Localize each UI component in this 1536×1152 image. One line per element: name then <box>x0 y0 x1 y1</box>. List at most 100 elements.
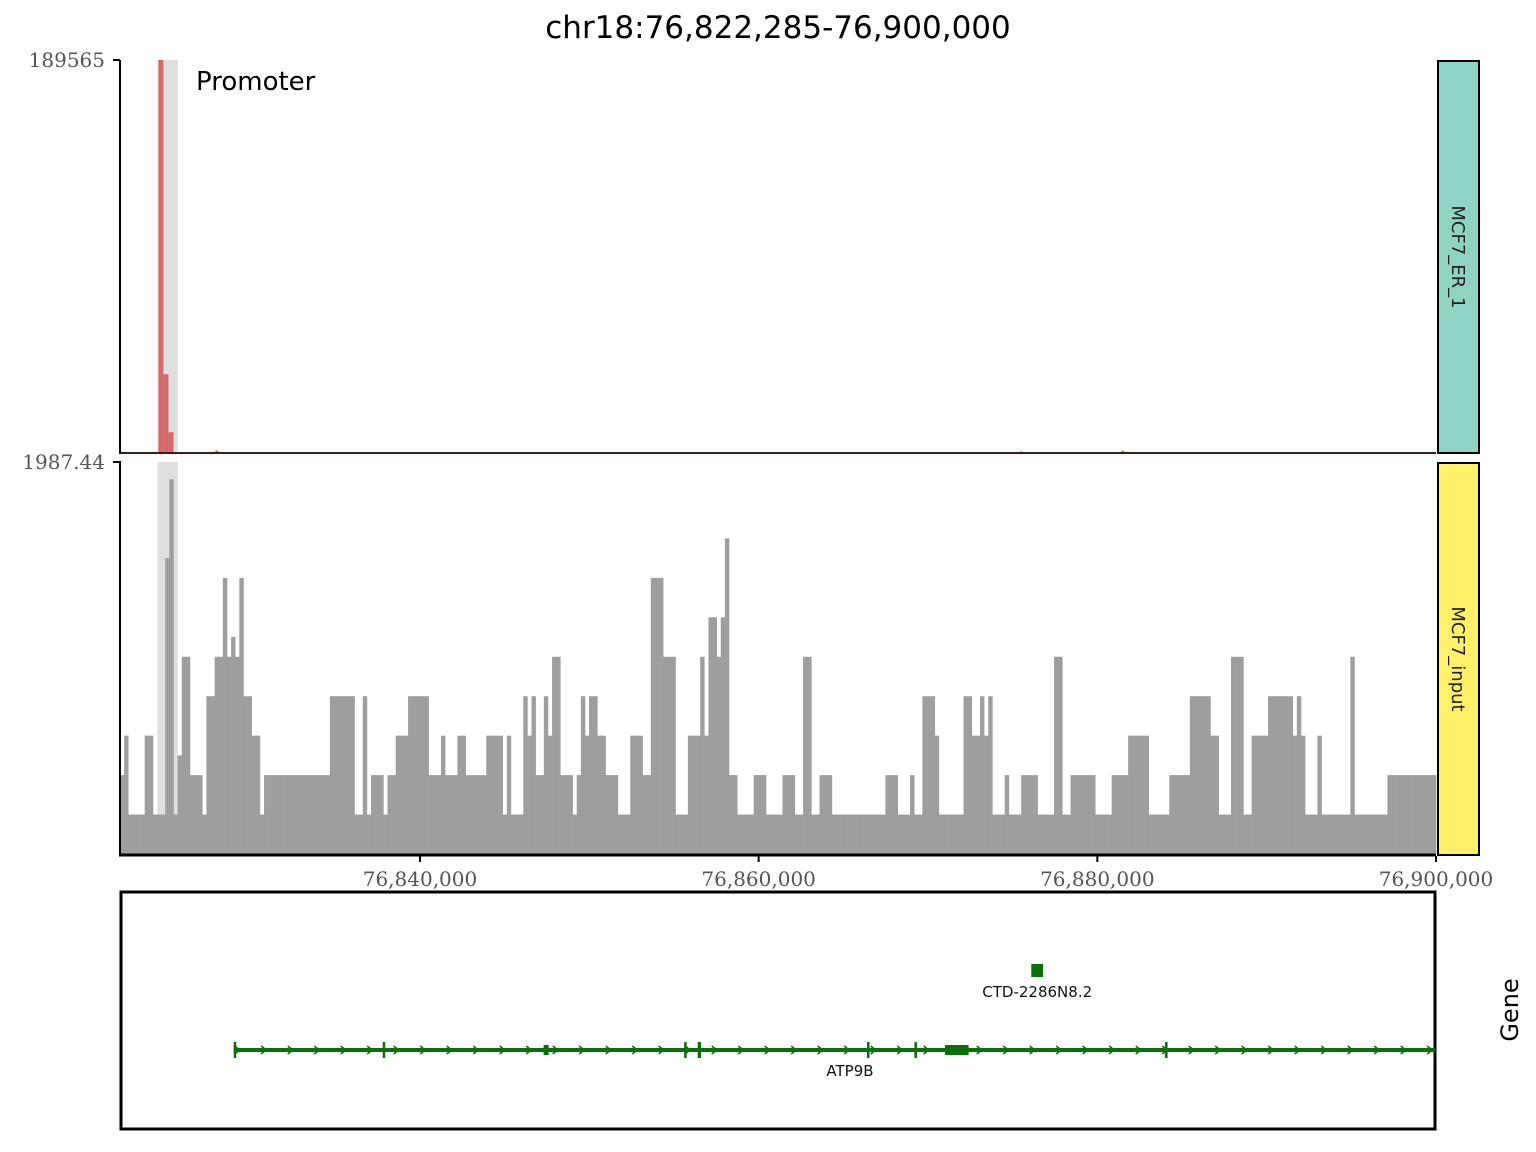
input-bar <box>461 735 466 854</box>
input-bar <box>284 775 290 854</box>
input-bar <box>1041 814 1047 854</box>
input-bar <box>815 814 820 854</box>
input-bar <box>934 735 940 854</box>
input-bar <box>807 656 812 854</box>
input-bar <box>157 814 162 854</box>
input-bar <box>185 656 191 854</box>
strand-arrow <box>605 1045 612 1055</box>
input-bar <box>165 558 170 854</box>
input-bar <box>910 775 915 854</box>
input-bar <box>1037 814 1043 854</box>
input-bar <box>626 814 631 854</box>
input-bar <box>329 696 335 854</box>
input-bar <box>1296 696 1302 854</box>
input-bar <box>609 775 615 854</box>
input-bar <box>235 656 240 854</box>
input-bar <box>1280 696 1285 854</box>
gene-exon <box>543 1045 549 1055</box>
x-tick-label: 76,840,000 <box>363 867 478 891</box>
strand-arrow <box>976 1045 983 1055</box>
input-bar <box>482 775 487 854</box>
input-bar <box>1091 775 1096 854</box>
input-bar <box>873 814 878 854</box>
input-bar <box>1235 656 1240 854</box>
input-bar <box>992 814 997 854</box>
input-bar <box>301 775 306 854</box>
input-bar <box>683 814 689 854</box>
input-bar <box>280 775 285 854</box>
input-bar <box>663 656 668 854</box>
input-bar <box>325 775 331 854</box>
input-bar <box>1185 775 1191 854</box>
input-bar <box>938 814 944 854</box>
input-bar <box>1173 775 1178 854</box>
input-bar <box>1066 814 1071 854</box>
input-bar <box>535 775 541 854</box>
input-bar <box>922 696 927 854</box>
gene-exon <box>382 1042 386 1058</box>
input-bar <box>774 814 779 854</box>
strand-arrow <box>234 1045 241 1055</box>
input-bar <box>1366 814 1372 854</box>
input-bar <box>436 775 442 854</box>
input-bar <box>424 696 429 854</box>
input-bar <box>494 735 499 854</box>
strand-arrow <box>287 1045 294 1055</box>
input-bar <box>819 775 824 854</box>
input-bar <box>1243 814 1248 854</box>
input-bar <box>889 775 894 854</box>
input-bar <box>515 814 520 854</box>
input-bar <box>1403 775 1409 854</box>
gene-panel <box>119 890 1437 1131</box>
input-bar <box>473 775 479 854</box>
input-bar <box>963 696 968 854</box>
input-bar <box>128 814 133 854</box>
input-bar <box>646 775 652 854</box>
input-bar <box>338 696 343 854</box>
input-bar <box>770 814 775 854</box>
input-bar <box>547 735 553 854</box>
input-bar <box>724 538 730 854</box>
input-bar <box>1329 814 1335 854</box>
input-bar <box>1119 775 1125 854</box>
input-bar <box>247 696 252 854</box>
strand-arrow <box>446 1045 453 1055</box>
input-ymax-label: 1987.44 <box>22 450 105 474</box>
input-bar <box>506 735 512 854</box>
input-bar <box>1099 814 1104 854</box>
input-bar <box>638 735 643 854</box>
gene-name: ATP9B <box>826 1062 873 1080</box>
input-bar <box>375 775 380 854</box>
input-bar <box>860 814 866 854</box>
input-bar <box>959 814 964 854</box>
input-bar <box>1387 775 1392 854</box>
input-bar <box>897 814 903 854</box>
input-bar <box>1284 696 1289 854</box>
strand-arrow <box>870 1045 877 1055</box>
input-bar <box>1181 775 1187 854</box>
input-bar <box>560 775 565 854</box>
input-bar <box>1095 814 1100 854</box>
input-bar <box>885 775 890 854</box>
input-bar <box>1255 735 1261 854</box>
input-bar <box>1268 696 1273 854</box>
input-bar <box>835 814 841 854</box>
input-bar <box>1193 696 1199 854</box>
strand-arrow <box>658 1045 665 1055</box>
chart-title: chr18:76,822,285-76,900,000 <box>545 10 1011 46</box>
input-bar <box>321 775 327 854</box>
input-bar <box>313 775 318 854</box>
input-bar <box>1074 775 1080 854</box>
input-bar <box>173 814 178 854</box>
input-bar <box>1309 814 1314 854</box>
input-bar <box>440 735 446 854</box>
input-bar <box>510 814 516 854</box>
input-bar <box>720 617 726 854</box>
input-bar <box>947 814 952 854</box>
strand-arrow <box>340 1045 347 1055</box>
input-bar <box>593 696 598 854</box>
gene-exon <box>1031 964 1044 977</box>
input-bar <box>543 696 549 854</box>
strand-arrow <box>1426 1045 1434 1055</box>
input-strip <box>1437 462 1480 856</box>
